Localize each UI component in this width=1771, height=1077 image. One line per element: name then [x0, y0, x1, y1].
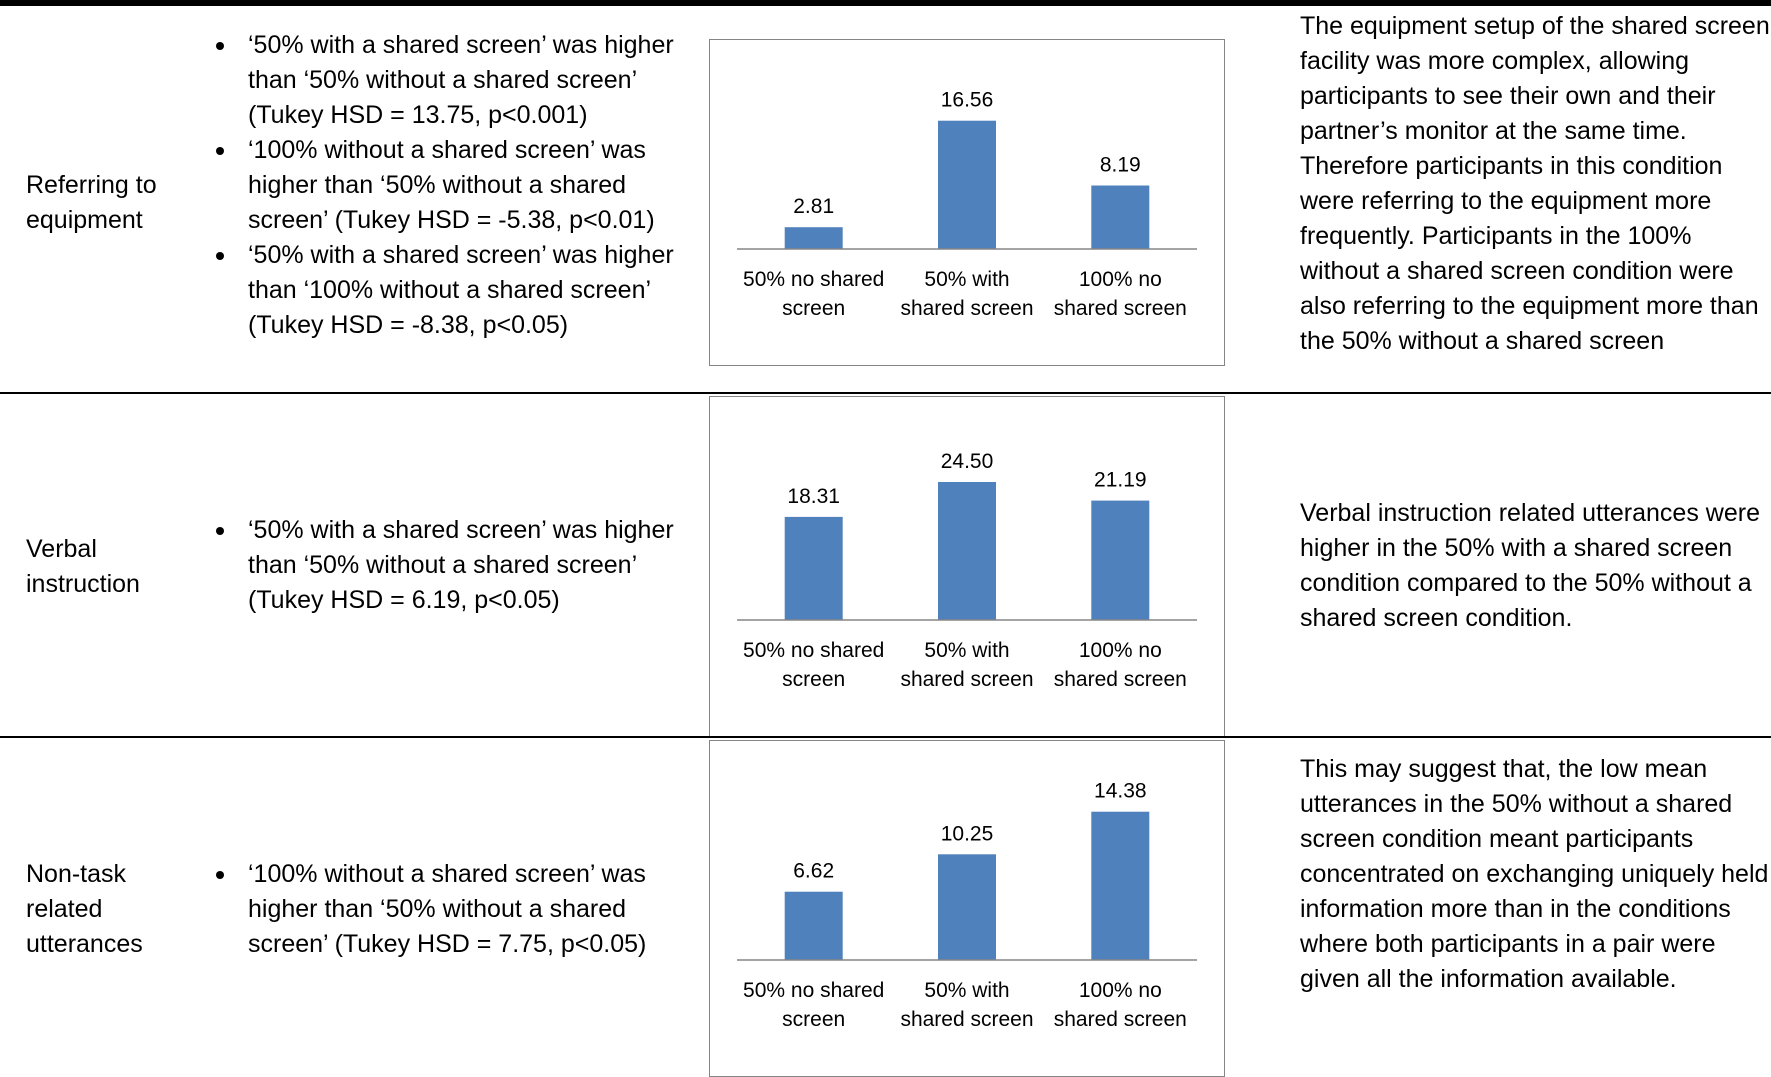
data-label: 2.81 [793, 195, 834, 218]
finding-item: ‘50% with a shared screen’ was higher th… [208, 28, 678, 133]
x-tick-label: shared screen [1054, 1008, 1187, 1031]
row-divider [0, 392, 1771, 394]
data-label: 10.25 [941, 822, 994, 845]
findings-list: ‘50% with a shared screen’ was higher th… [208, 513, 678, 618]
chart-svg: 2.81 50% no shared screen 16.56 50% with shar… [737, 89, 1197, 320]
row-label: Non-task related utterances [26, 860, 143, 958]
x-tick-label: shared screen [1054, 297, 1187, 320]
bar [1091, 500, 1150, 620]
finding-item: ‘100% without a shared screen’ was highe… [208, 857, 678, 962]
x-tick-label: 100% no [1079, 268, 1162, 291]
x-tick-label: 50% with [924, 979, 1009, 1002]
bar-chart-non-task-related-utterances: 6.62 50% no shared screen 10.25 50% with shar… [709, 740, 1225, 1077]
bar [938, 120, 996, 249]
data-label: 24.50 [941, 450, 994, 473]
finding-item: ‘100% without a shared screen’ was highe… [208, 133, 678, 238]
x-tick-label: shared screen [900, 668, 1033, 691]
bar [784, 891, 843, 960]
x-tick-label: shared screen [900, 297, 1033, 320]
data-label: 21.19 [1094, 469, 1147, 492]
x-tick-label: 100% no [1079, 639, 1162, 662]
data-label: 8.19 [1100, 154, 1141, 177]
data-label: 6.62 [793, 860, 834, 883]
findings-list: ‘50% with a shared screen’ was higher th… [208, 28, 678, 343]
finding-item: ‘50% with a shared screen’ was higher th… [208, 238, 678, 343]
bar-chart-verbal-instruction: 18.31 50% no shared screen 24.50 50% with sha… [709, 396, 1225, 737]
finding-item: ‘50% with a shared screen’ was higher th… [208, 513, 678, 618]
x-tick-label: shared screen [1054, 668, 1187, 691]
x-tick-label: 100% no [1079, 979, 1162, 1002]
bar [784, 516, 843, 620]
row-notes: This may suggest that, the low mean utte… [1300, 755, 1769, 993]
x-tick-label: screen [782, 668, 845, 691]
bar [784, 227, 843, 249]
bar-chart-referring-to-equipment: 2.81 50% no shared screen 16.56 50% with shar… [709, 39, 1225, 366]
row-notes: The equipment setup of the shared screen… [1300, 12, 1770, 355]
findings-list: ‘100% without a shared screen’ was highe… [208, 857, 678, 962]
x-tick-label: shared screen [900, 1008, 1033, 1031]
row-notes: Verbal instruction related utterances we… [1300, 499, 1760, 632]
row-label: Referring to equipment [26, 171, 157, 234]
x-tick-label: 50% no shared [743, 639, 884, 662]
x-tick-label: 50% no shared [743, 979, 884, 1002]
x-tick-label: 50% with [924, 268, 1009, 291]
data-label: 16.56 [941, 89, 994, 112]
data-label: 14.38 [1094, 780, 1147, 803]
table-top-rule [0, 0, 1771, 6]
chart-svg: 6.62 50% no shared screen 10.25 50% with shar… [737, 780, 1197, 1031]
row-divider [0, 736, 1771, 738]
x-tick-label: screen [782, 1008, 845, 1031]
bar [1091, 811, 1150, 960]
bar [938, 482, 996, 620]
bar [1091, 185, 1150, 249]
chart-svg: 18.31 50% no shared screen 24.50 50% with sha… [737, 450, 1197, 691]
x-tick-label: 50% no shared [743, 268, 884, 291]
row-label: Verbal instruction [26, 535, 140, 598]
bar [938, 854, 996, 960]
x-tick-label: 50% with [924, 639, 1009, 662]
x-tick-label: screen [782, 297, 845, 320]
data-label: 18.31 [787, 485, 840, 508]
